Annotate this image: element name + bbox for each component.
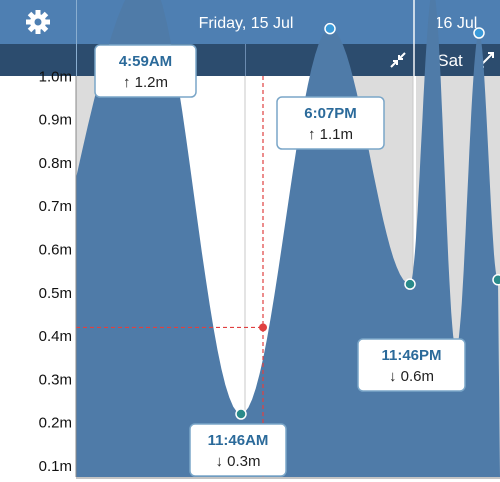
next-day-label: 16 Jul [435, 15, 478, 32]
tide-label-height: ↓ 0.6m [389, 368, 434, 385]
tide-label-time: 11:46AM [208, 432, 269, 449]
y-tick-label: 0.4m [39, 328, 72, 345]
tide-extreme-point[interactable] [324, 22, 336, 35]
y-tick-label: 0.8m [39, 155, 72, 172]
y-tick-label: 0.1m [39, 458, 72, 475]
y-tick-label: 0.3m [39, 371, 72, 388]
tide-label-height: ↑ 1.2m [123, 74, 168, 91]
tide-label-box [276, 96, 385, 150]
tide-extreme-point[interactable] [235, 408, 247, 420]
tide-label-time: 4:59AM [119, 53, 172, 70]
tide-label-height: ↓ 0.3m [215, 453, 260, 470]
tide-label-box [357, 338, 466, 392]
y-tick-label: 0.7m [39, 198, 72, 215]
header-period-divider [245, 44, 246, 76]
y-tick-label: 0.5m [39, 285, 72, 302]
y-tick-label: 0.9m [39, 112, 72, 129]
y-axis-background [0, 76, 76, 482]
header-day-divider [413, 0, 415, 76]
period-header-bar [0, 44, 500, 76]
tide-label-box [189, 423, 287, 477]
date-header-bar [0, 0, 500, 44]
y-tick-label: 1.0m [39, 68, 72, 85]
tide-extreme-point[interactable] [404, 278, 416, 290]
expand-arrows-icon[interactable] [390, 52, 406, 68]
gear-icon[interactable] [26, 10, 50, 34]
tide-label-time: 6:07PM [304, 105, 357, 122]
y-tick-label: 0.2m [39, 415, 72, 432]
tide-extreme-point[interactable] [492, 274, 500, 286]
tide-label-time: 11:46PM [381, 347, 441, 364]
next-period-label: Sat [437, 51, 463, 70]
tide-label-box [94, 44, 197, 98]
cursor-point[interactable] [259, 323, 267, 332]
y-tick-label: 0.6m [39, 242, 72, 259]
header-divider [76, 0, 77, 76]
tide-extreme-point[interactable] [473, 27, 485, 39]
day-label: Friday, 15 Jul [199, 15, 294, 32]
tide-label-height: ↑ 1.1m [308, 126, 353, 143]
